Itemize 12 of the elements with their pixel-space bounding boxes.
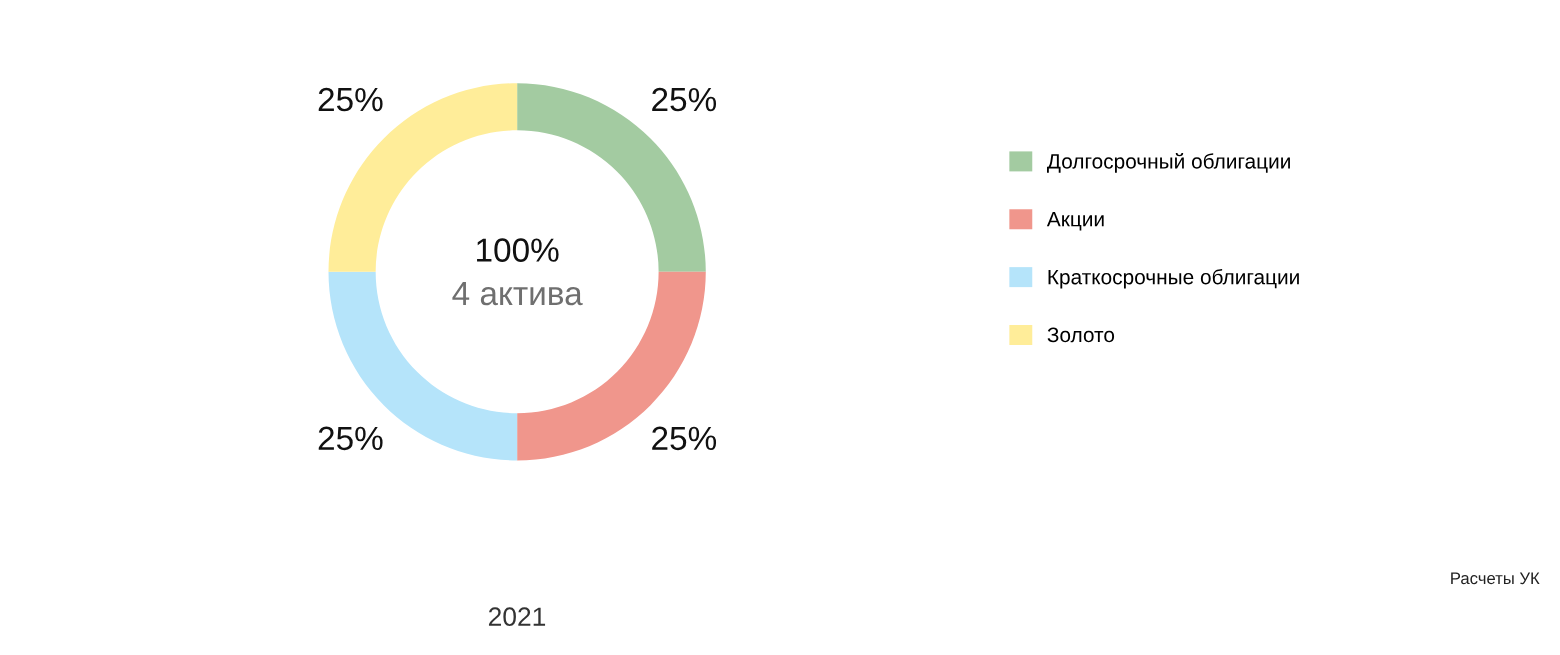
text: 2021 (488, 607, 546, 627)
data-label: 25% (652, 426, 717, 451)
legend-label: Акции (1046, 212, 1104, 231)
text: Расчеты УК (1451, 572, 1540, 585)
legend-label: Долгосрочный облигации (1047, 153, 1290, 173)
data-label: 25% (318, 87, 383, 112)
legend-label: Краткосрочные облигации (1048, 268, 1299, 289)
data-label: 25% (318, 426, 383, 451)
text: 4 актива (452, 282, 583, 306)
data-label: 25% (652, 87, 717, 112)
legend-label: Золото (1047, 327, 1115, 343)
text: 100% (477, 238, 559, 262)
